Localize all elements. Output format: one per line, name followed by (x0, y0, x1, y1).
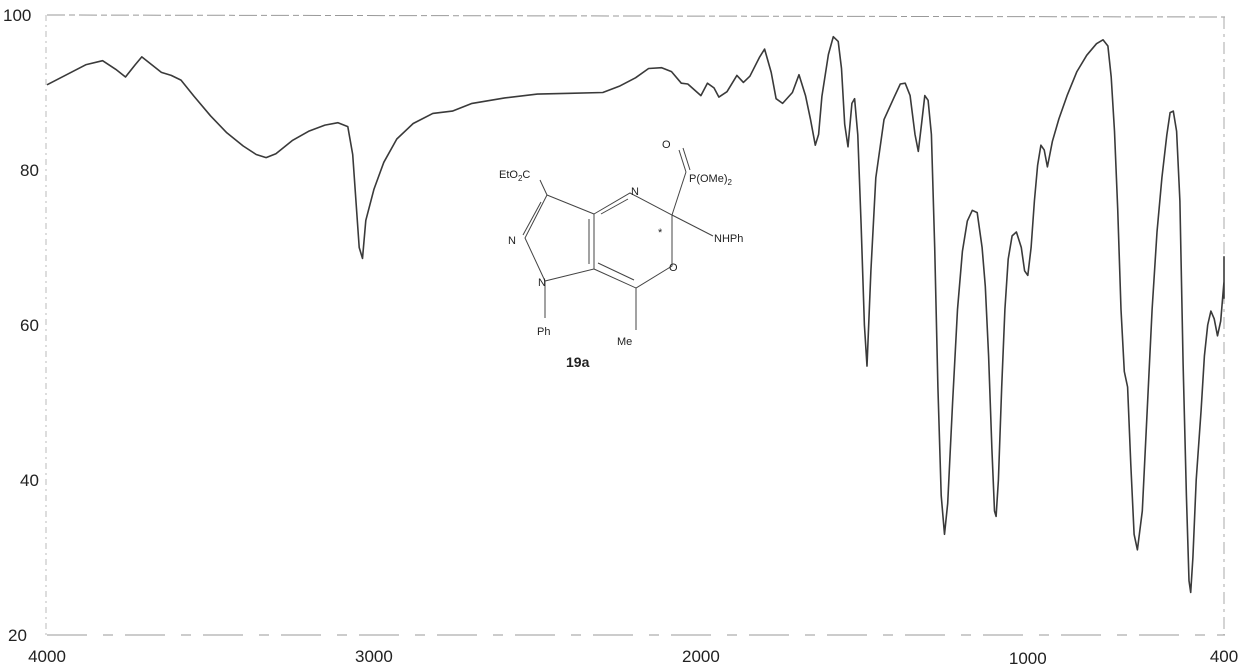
molecule-structure: EtO2C N N N O P(OMe)2 NHPh O * Ph Me 19a (499, 139, 743, 370)
bond-ester (539, 179, 548, 196)
pyrazole-ring (524, 194, 595, 282)
stereo-center-marker: * (658, 227, 663, 239)
bond-p-o (678, 149, 687, 173)
nhph-label: NHPh (714, 233, 743, 245)
ring-n-top: N (631, 186, 639, 198)
double-bond (522, 201, 542, 236)
y-axis: 100 80 60 40 20 (3, 6, 39, 645)
phenyl-label: Ph (537, 326, 550, 338)
ester-label: EtO2C (499, 169, 530, 183)
bond-p-o-double (682, 147, 691, 171)
plot-frame-top (46, 14, 1226, 18)
x-axis: 4000 3000 2000 1000 400 (28, 647, 1238, 668)
phosphonate-label: P(OMe)2 (689, 173, 733, 187)
compound-label: 19a (566, 354, 590, 370)
bond-phosphonate (671, 171, 687, 216)
phosphoryl-o: O (662, 139, 671, 151)
y-tick-label: 60 (20, 316, 39, 335)
y-tick-label: 20 (8, 626, 27, 645)
x-tick-label: 3000 (355, 647, 393, 666)
x-tick-label: 1000 (1009, 649, 1047, 668)
pyrazole-n1: N (538, 277, 546, 289)
spectrum-series-line (46, 35, 1225, 594)
double-bond (600, 198, 629, 215)
double-bond (597, 262, 635, 281)
y-tick-label: 80 (20, 161, 39, 180)
ring-o: O (669, 262, 678, 274)
methyl-label: Me (617, 336, 632, 348)
x-tick-label: 2000 (682, 647, 720, 666)
x-tick-label: 4000 (28, 647, 66, 666)
pyrazole-n2: N (508, 235, 516, 247)
y-tick-label: 40 (20, 471, 39, 490)
bond-nhph (671, 214, 714, 237)
y-tick-label: 100 (3, 6, 31, 25)
oxazine-ring (593, 192, 673, 289)
x-tick-label: 400 (1210, 647, 1238, 666)
